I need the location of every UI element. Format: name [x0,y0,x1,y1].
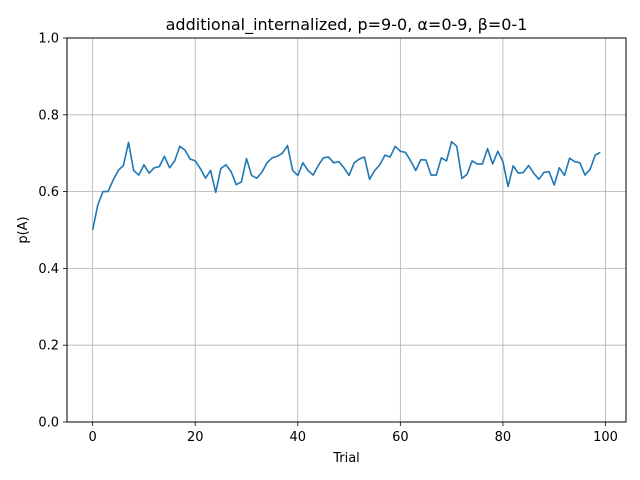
x-tick-label: 40 [290,430,307,445]
x-tick-label: 0 [89,430,97,445]
series-layer [91,140,601,231]
y-tick-label: 1.0 [38,32,59,47]
y-axis-label: p(A) [16,216,31,243]
x-tick-label: 60 [392,430,409,445]
x-tick-label: 80 [495,430,512,445]
plot-frame [66,37,627,423]
y-tick-label: 0.2 [38,339,59,354]
y-tick-label: 0.4 [38,262,59,277]
y-tick-label: 0.6 [38,185,59,200]
x-tick-label: 20 [187,430,204,445]
x-axis-label: Trial [332,451,360,466]
chart-title: additional_internalized, p=9-0, α=0-9, β… [166,15,528,35]
y-tick-label: 0.8 [38,108,59,123]
axis-ticks: 0 20 40 60 80 100 0.0 0.2 0.4 0.6 0.8 1.0 [38,32,618,446]
x-tick-label: 100 [593,430,618,445]
series-line [91,140,601,231]
y-tick-label: 0.0 [38,416,59,431]
